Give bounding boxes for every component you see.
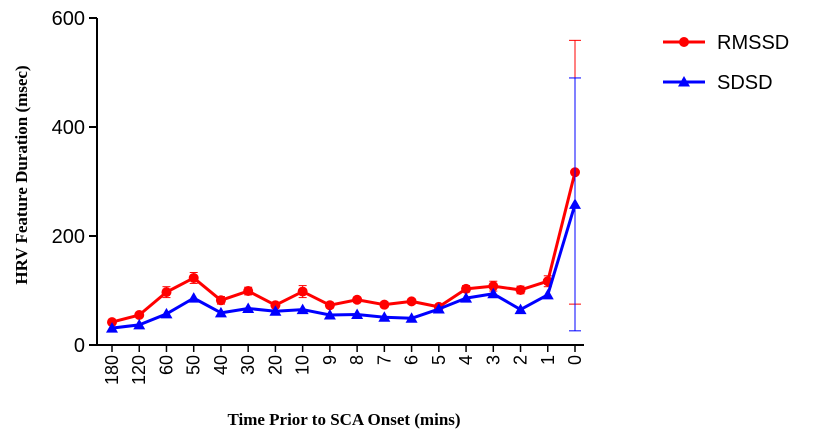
legend-item: RMSSD [663, 32, 789, 54]
axes [96, 18, 584, 346]
data-point [514, 303, 527, 315]
data-point [269, 305, 282, 316]
data-point [461, 283, 472, 294]
legend-marker [678, 76, 690, 87]
data-point [323, 309, 336, 320]
series-rmssd [107, 39, 581, 328]
data-point [214, 306, 227, 318]
x-tick-label: 4 [456, 355, 476, 365]
x-tick-label: 50 [184, 355, 204, 375]
data-point [487, 287, 500, 299]
series-layer [106, 39, 581, 333]
legend-marker [679, 37, 689, 47]
data-point [405, 312, 418, 323]
data-point [324, 300, 335, 311]
data-point [133, 318, 146, 330]
series-line [111, 203, 577, 330]
x-tick-label: 8 [347, 355, 367, 365]
x-tick-label: 10 [293, 355, 313, 375]
legend: RMSSD SDSD [663, 32, 789, 94]
y-tick-label: 200 [52, 226, 85, 248]
data-point [541, 288, 554, 300]
y-axis-label: HRV Feature Duration (msec) [12, 65, 31, 284]
data-point [187, 292, 200, 303]
legend-label: RMSSD [717, 32, 789, 54]
data-point [432, 303, 445, 314]
data-point [242, 302, 255, 313]
data-point [161, 287, 172, 298]
data-point [160, 307, 173, 319]
x-tick-label: 180 [102, 355, 122, 385]
data-point [460, 292, 473, 303]
x-axis-ticks: 180 120 60 50 40 30 20 10 9 8 7 6 5 4 3 2 1 0 [102, 345, 585, 385]
y-axis-ticks: 0 200 400 600 [52, 8, 97, 357]
x-tick-label: 9 [320, 355, 340, 365]
x-tick-label: 3 [483, 355, 503, 365]
legend-label: SDSD [717, 72, 773, 94]
legend-item: SDSD [663, 72, 773, 94]
data-point [406, 296, 417, 307]
data-point [488, 281, 499, 292]
x-axis-label: Time Prior to SCA Onset (mins) [227, 410, 460, 429]
x-tick-label: 20 [265, 355, 285, 375]
x-tick-label: 0 [565, 355, 585, 365]
data-point [297, 286, 308, 297]
x-tick-label: 6 [402, 355, 422, 365]
data-point [188, 272, 199, 283]
series-sdsd [106, 77, 581, 333]
data-point [215, 295, 226, 306]
data-point [378, 311, 391, 322]
data-point [352, 294, 363, 305]
x-tick-label: 1 [538, 355, 558, 365]
x-tick-label: 2 [511, 355, 531, 365]
x-tick-label: 60 [156, 355, 176, 375]
x-tick-label: 120 [129, 355, 149, 385]
data-point [134, 310, 145, 321]
data-point [106, 322, 118, 333]
x-tick-label: 5 [429, 355, 449, 365]
y-tick-label: 0 [74, 335, 85, 357]
x-tick-label: 7 [374, 355, 394, 365]
data-point [351, 308, 364, 319]
x-tick-label: 40 [211, 355, 231, 375]
y-tick-label: 600 [52, 8, 85, 30]
data-point [296, 303, 309, 315]
y-tick-label: 400 [52, 117, 85, 139]
data-point [243, 286, 254, 297]
data-point [515, 284, 526, 295]
data-point [379, 299, 390, 310]
x-tick-label: 30 [238, 355, 258, 375]
data-point [569, 198, 581, 209]
